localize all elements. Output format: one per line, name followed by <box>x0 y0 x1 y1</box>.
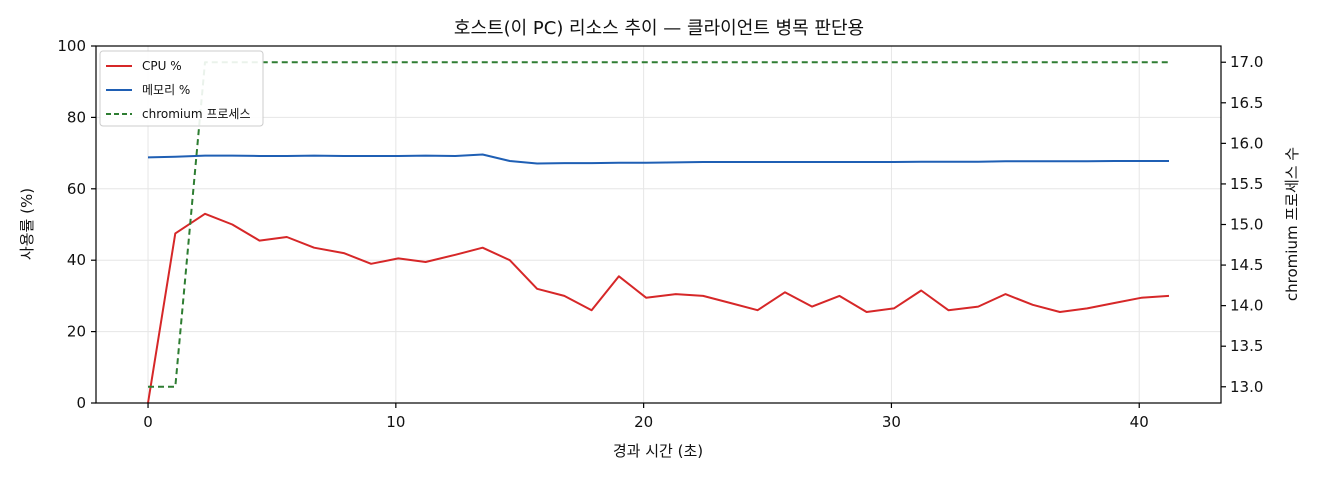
legend-box <box>99 50 264 127</box>
y-axis-label: 사용률 (%) <box>18 188 36 260</box>
series-line-2 <box>148 61 1169 388</box>
y2-tick-label: 14.5 <box>1230 256 1263 274</box>
legend: CPU % 메모리 % chromium 프로세스 <box>99 50 264 127</box>
y-tick-label: 100 <box>57 37 86 55</box>
legend-label: 메모리 % <box>142 83 190 97</box>
x-axis: 0 10 20 30 40 <box>143 403 1149 431</box>
y-tick-label: 80 <box>67 108 86 126</box>
series-line-1 <box>147 153 1169 165</box>
grid-lines <box>96 45 1221 404</box>
x-tick-label: 40 <box>1130 413 1149 431</box>
y2-tick-label: 15.0 <box>1230 216 1263 234</box>
legend-label: CPU % <box>142 59 182 73</box>
y-axis-right: 13.0 13.5 14.0 14.5 15.0 15.5 16.0 16.5 17.0 <box>1221 53 1263 396</box>
x-axis-label: 경과 시간 (초) <box>613 442 703 460</box>
y2-tick-label: 13.5 <box>1230 337 1263 355</box>
y2-tick-label: 17.0 <box>1230 53 1263 71</box>
plot-frame <box>95 45 1222 404</box>
x-tick-label: 10 <box>386 413 405 431</box>
y-axis-left: 0 20 40 60 80 100 <box>57 37 96 412</box>
y-tick-label: 20 <box>67 323 86 341</box>
x-tick-label: 30 <box>882 413 901 431</box>
y2-tick-label: 16.5 <box>1230 94 1263 112</box>
series-line-0 <box>147 212 1170 404</box>
y2-tick-label: 14.0 <box>1230 297 1263 315</box>
legend-label: chromium 프로세스 <box>142 107 251 121</box>
y-tick-label: 0 <box>76 394 86 412</box>
x-tick-label: 0 <box>143 413 153 431</box>
y-tick-label: 40 <box>67 251 86 269</box>
y2-tick-label: 13.0 <box>1230 378 1263 396</box>
y2-tick-label: 15.5 <box>1230 175 1263 193</box>
y2-tick-label: 16.0 <box>1230 134 1263 152</box>
chart-title: 호스트(이 PC) 리소스 추이 — 클라이언트 병목 판단용 <box>454 18 864 39</box>
y-tick-label: 60 <box>67 180 86 198</box>
plot-series <box>147 61 1170 404</box>
y2-axis-label: chromium 프로세스 수 <box>1283 147 1301 301</box>
x-tick-label: 20 <box>634 413 653 431</box>
